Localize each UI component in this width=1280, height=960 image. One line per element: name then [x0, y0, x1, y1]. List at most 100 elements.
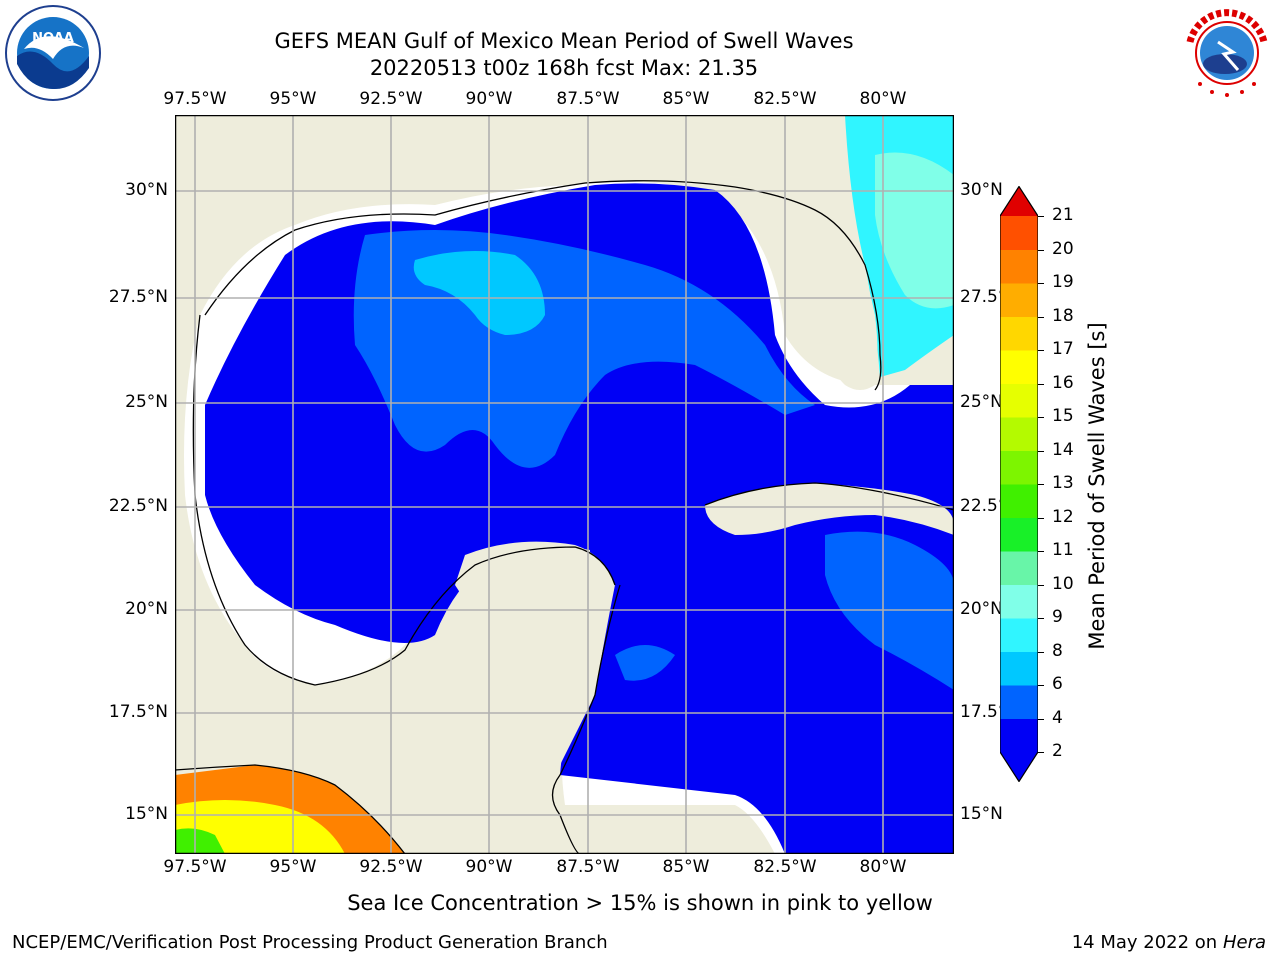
colorbar-tick-label: 21 [1052, 205, 1074, 225]
lon-label-top: 92.5°W [359, 89, 423, 109]
map-canvas [175, 115, 954, 854]
colorbar-segment [1000, 216, 1038, 250]
lon-label-bottom: 82.5°W [753, 857, 817, 877]
colorbar-segment [1000, 718, 1038, 753]
colorbar-tick-mark [1038, 718, 1044, 720]
colorbar-segment [1000, 517, 1038, 552]
chart-subtitle: 20220513 t00z 168h fcst Max: 21.35 [369, 56, 759, 80]
colorbar-tick-mark [1038, 417, 1044, 418]
colorbar-tick-mark [1038, 216, 1044, 217]
lon-label-bottom: 80°W [859, 857, 907, 877]
colorbar-segment [1000, 618, 1038, 652]
colorbar-tick-label: 19 [1052, 272, 1074, 292]
colorbar-segment [1000, 417, 1038, 451]
colorbar-tick-mark [1038, 618, 1044, 619]
lon-label-bottom: 95°W [269, 857, 317, 877]
colorbar-tick-mark [1038, 283, 1044, 284]
map-frame [175, 115, 954, 854]
colorbar-max-extension [1000, 186, 1038, 216]
colorbar-tick-mark [1038, 651, 1044, 653]
colorbar-min-extension [1000, 752, 1038, 782]
colorbar-segment [1000, 450, 1038, 485]
lat-label-left: 15°N [125, 804, 168, 824]
colorbar-tick-mark [1038, 350, 1044, 351]
colorbar-tick-label: 11 [1052, 540, 1074, 560]
colorbar-tick-label: 12 [1052, 506, 1074, 527]
footer-machine: Hera [1222, 932, 1266, 953]
lat-label-right: 20°N [960, 599, 1003, 619]
colorbar-tick-label: 20 [1052, 238, 1074, 259]
lon-label-top: 97.5°W [163, 89, 227, 109]
lat-label-left: 25°N [125, 392, 168, 412]
lon-label-top: 85°W [662, 89, 710, 109]
colorbar-tick-mark [1038, 450, 1044, 452]
lat-label-right: 25°N [960, 392, 1003, 412]
colorbar-tick-mark [1038, 484, 1044, 485]
colorbar-tick-label: 14 [1052, 439, 1074, 460]
colorbar-segment [1000, 350, 1038, 384]
swell-period-4-6s [825, 531, 954, 690]
colorbar-tick-mark [1038, 383, 1044, 385]
colorbar-tick-mark [1038, 685, 1044, 686]
colorbar-tick-mark [1038, 584, 1044, 586]
lon-label-bottom: 85°W [662, 857, 710, 877]
swell-period-6-8s [413, 251, 545, 335]
lon-label-bottom: 90°W [465, 857, 513, 877]
florida [775, 185, 878, 390]
colorbar-segment [1000, 584, 1038, 619]
lat-label-left: 20°N [125, 599, 168, 619]
colorbar-segment [1000, 651, 1038, 686]
colorbar-tick-label: 9 [1052, 607, 1063, 627]
colorbar-segment [1000, 685, 1038, 719]
colorbar-tick-label: 10 [1052, 573, 1074, 594]
lon-label-top: 95°W [269, 89, 317, 109]
lon-label-top: 90°W [465, 89, 513, 109]
colorbar-tick-label: 6 [1052, 674, 1063, 694]
lon-label-top: 82.5°W [753, 89, 817, 109]
lon-label-bottom: 87.5°W [556, 857, 620, 877]
lon-label-bottom: 92.5°W [359, 857, 423, 877]
colorbar-tick-label: 13 [1052, 473, 1074, 493]
coastline [175, 180, 954, 854]
colorbar-segment [1000, 484, 1038, 518]
footer-branch: NCEP/EMC/Verification Post Processing Pr… [12, 932, 608, 953]
noaa-logo-icon: NOAA [5, 5, 101, 101]
lat-label-left: 17.5°N [108, 702, 168, 722]
lat-label-right: 15°N [960, 804, 1003, 824]
lat-label-left: 30°N [125, 180, 168, 200]
colorbar-label: Mean Period of Swell Waves [s] [1085, 322, 1109, 650]
lat-label-left: 27.5°N [108, 287, 168, 307]
colorbar-segment [1000, 249, 1038, 284]
lat-label-right: 30°N [960, 180, 1003, 200]
colorbar-tick-mark [1038, 249, 1044, 251]
noaa-logo-text: NOAA [32, 31, 74, 46]
cuba [705, 483, 954, 535]
colorbar-tick-label: 8 [1052, 640, 1063, 661]
colorbar-segment [1000, 283, 1038, 317]
lon-label-top: 87.5°W [556, 89, 620, 109]
colorbar-scale [1000, 186, 1038, 782]
colorbar-tick-mark [1038, 316, 1044, 318]
swell-period-10-13s [175, 828, 225, 854]
central-america [400, 761, 575, 854]
colorbar-segment [1000, 316, 1038, 351]
swell-period-4-6s [615, 645, 675, 681]
colorbar-outline [1000, 186, 1038, 782]
chart-title: GEFS MEAN Gulf of Mexico Mean Period of … [274, 29, 854, 53]
colorbar-segment [1000, 383, 1038, 418]
footer-date-text: 14 May 2022 on [1071, 932, 1218, 953]
colorbar-tick-label: 17 [1052, 339, 1074, 359]
colorbar-tick-mark [1038, 517, 1044, 519]
nws-logo [1178, 4, 1276, 102]
colorbar [1000, 186, 1038, 782]
colorbar-tick-label: 18 [1052, 305, 1074, 326]
lat-label-left: 22.5°N [108, 496, 168, 516]
sea-ice-note: Sea Ice Concentration > 15% is shown in … [347, 891, 933, 915]
colorbar-segment [1000, 551, 1038, 585]
nws-logo-icon [1180, 6, 1274, 100]
colorbar-tick-mark [1038, 752, 1044, 753]
yucatan-peninsula [455, 541, 615, 769]
colorbar-tick-label: 16 [1052, 372, 1074, 393]
lon-label-top: 80°W [859, 89, 907, 109]
noaa-logo: NOAA [4, 4, 102, 102]
